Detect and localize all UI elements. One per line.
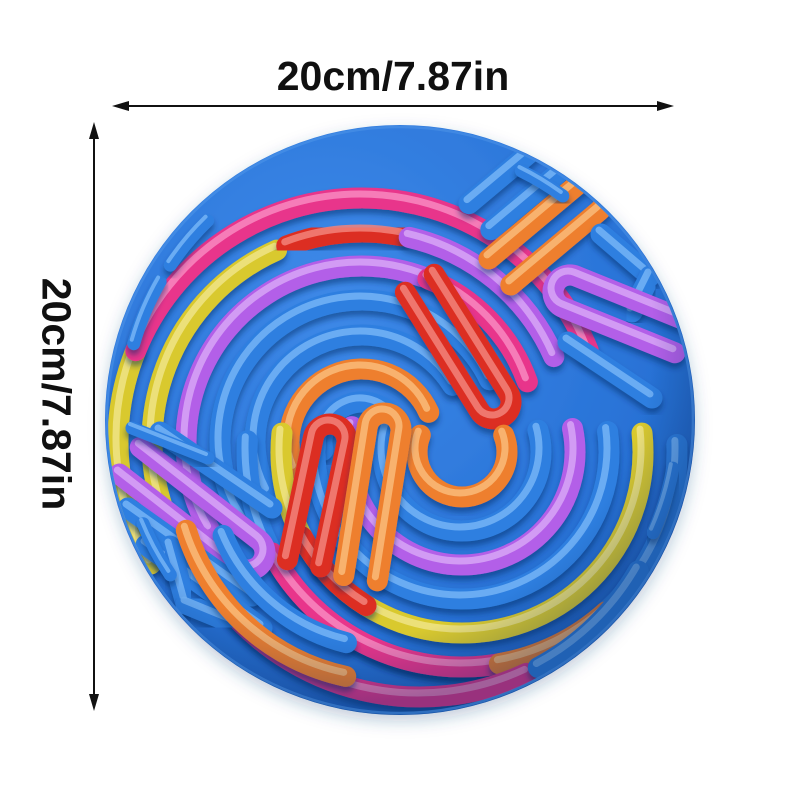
arrowhead-right — [657, 101, 674, 111]
arrowhead-bottom — [89, 694, 99, 711]
height-dimension-label: 20cm/7.87in — [33, 277, 80, 511]
arrowhead-left — [112, 101, 129, 111]
feeder-mat — [105, 125, 695, 715]
width-dimension-arrow — [112, 101, 674, 111]
mat-rim-highlight — [105, 125, 695, 715]
arrowhead-top — [89, 122, 99, 139]
width-dimension-label: 20cm/7.87in — [276, 53, 510, 99]
height-dimension-arrow — [89, 122, 99, 711]
